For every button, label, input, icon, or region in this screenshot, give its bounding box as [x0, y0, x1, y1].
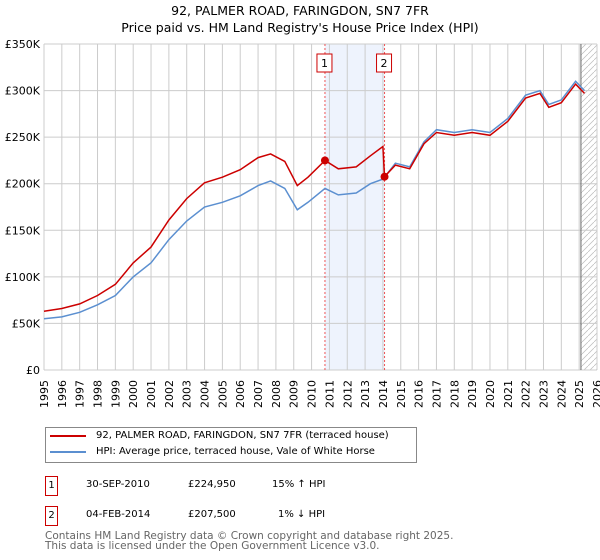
legend-red-line [50, 434, 86, 437]
x-tick-label: 2023 [537, 380, 550, 408]
x-tick-label: 2001 [145, 380, 158, 408]
x-tick-label: 1995 [38, 380, 51, 408]
future-hatch [580, 44, 597, 370]
x-tick-label: 2011 [323, 380, 336, 408]
legend: 92, PALMER ROAD, FARINGDON, SN7 7FR (ter… [45, 427, 417, 463]
marker-box [316, 53, 333, 73]
x-tick-label: 1998 [92, 380, 105, 408]
y-tick-label: £0 [26, 364, 40, 377]
y-tick-label: £350K [5, 38, 41, 51]
y-tick-label: £300K [5, 85, 41, 98]
y-tick-label: £100K [5, 271, 41, 284]
x-tick-label: 2016 [413, 380, 426, 408]
y-tick-label: £250K [5, 131, 41, 144]
x-tick-label: 1999 [109, 380, 122, 408]
shaded-region [324, 44, 385, 370]
sale-point [380, 172, 389, 181]
marker-box [376, 53, 393, 73]
footer-line: This data is licensed under the Open Gov… [45, 540, 380, 552]
x-tick-label: 2015 [395, 380, 408, 408]
x-tick-label: 2024 [555, 380, 568, 408]
chart-subtitle: Price paid vs. HM Land Registry's House … [121, 20, 479, 35]
x-tick-label: 2004 [199, 380, 212, 408]
transaction-marker: 1 [45, 476, 58, 496]
transaction-price: £224,950 [188, 479, 236, 490]
x-tick-label: 2013 [359, 380, 372, 408]
x-tick-label: 2002 [163, 380, 176, 408]
transaction-row: 1 30-SEP-2010 £224,950 15% ↑ HPI [45, 476, 445, 496]
y-tick-label: £50K [12, 317, 41, 330]
x-tick-label: 2026 [591, 380, 600, 408]
x-tick-label: 1997 [74, 380, 87, 408]
transaction-hpi: 15% ↑ HPI [272, 479, 326, 490]
transaction-date: 30-SEP-2010 [86, 479, 150, 490]
x-tick-label: 2008 [270, 380, 283, 408]
x-tick-label: 2003 [181, 380, 194, 408]
price-chart: 1995 1996 1997 1998 1999 2000 2001 2002 2003 2004… [5, 38, 600, 408]
property-price-line [43, 82, 586, 313]
x-tick-label: 1996 [56, 380, 69, 408]
y-tick-label: £150K [5, 224, 41, 237]
chart-title: 92, PALMER ROAD, FARINGDON, SN7 7FR [171, 3, 429, 18]
x-tick-label: 2006 [234, 380, 247, 408]
x-tick-label: 2019 [466, 380, 479, 408]
x-tick-label: 2020 [484, 380, 497, 408]
legend-blue-line [50, 450, 86, 453]
x-tick-label: 2017 [430, 380, 443, 408]
footer: Contains HM Land Registry data © Crown c… [45, 530, 454, 552]
transaction-row: 2 04-FEB-2014 £207,500 1% ↓ HPI [45, 506, 445, 526]
y-tick-label: £200K [5, 178, 41, 191]
x-tick-label: 2010 [306, 380, 319, 408]
x-tick-label: 2000 [127, 380, 140, 408]
x-tick-label: 2007 [252, 380, 265, 408]
x-tick-label: 2014 [377, 380, 390, 408]
sale-point [320, 156, 329, 165]
hpi-line [43, 80, 586, 320]
transaction-marker: 2 [45, 506, 58, 526]
x-tick-label: 2022 [520, 380, 533, 408]
x-tick-label: 2005 [216, 380, 229, 408]
x-tick-label: 2009 [288, 380, 301, 408]
x-tick-label: 2021 [502, 380, 515, 408]
marker-label: 2 [381, 57, 388, 70]
footer-line: Contains HM Land Registry data © Crown c… [45, 530, 454, 542]
transaction-hpi: 1% ↓ HPI [278, 509, 326, 520]
legend-label-property: 92, PALMER ROAD, FARINGDON, SN7 7FR (ter… [96, 430, 389, 441]
x-tick-label: 2025 [573, 380, 586, 408]
marker-label: 1 [321, 57, 328, 70]
x-tick-label: 2018 [448, 380, 461, 408]
transaction-price: £207,500 [188, 509, 236, 520]
x-tick-label: 2012 [341, 380, 354, 408]
transaction-date: 04-FEB-2014 [86, 509, 151, 520]
legend-label-hpi: HPI: Average price, terraced house, Vale… [96, 446, 375, 457]
